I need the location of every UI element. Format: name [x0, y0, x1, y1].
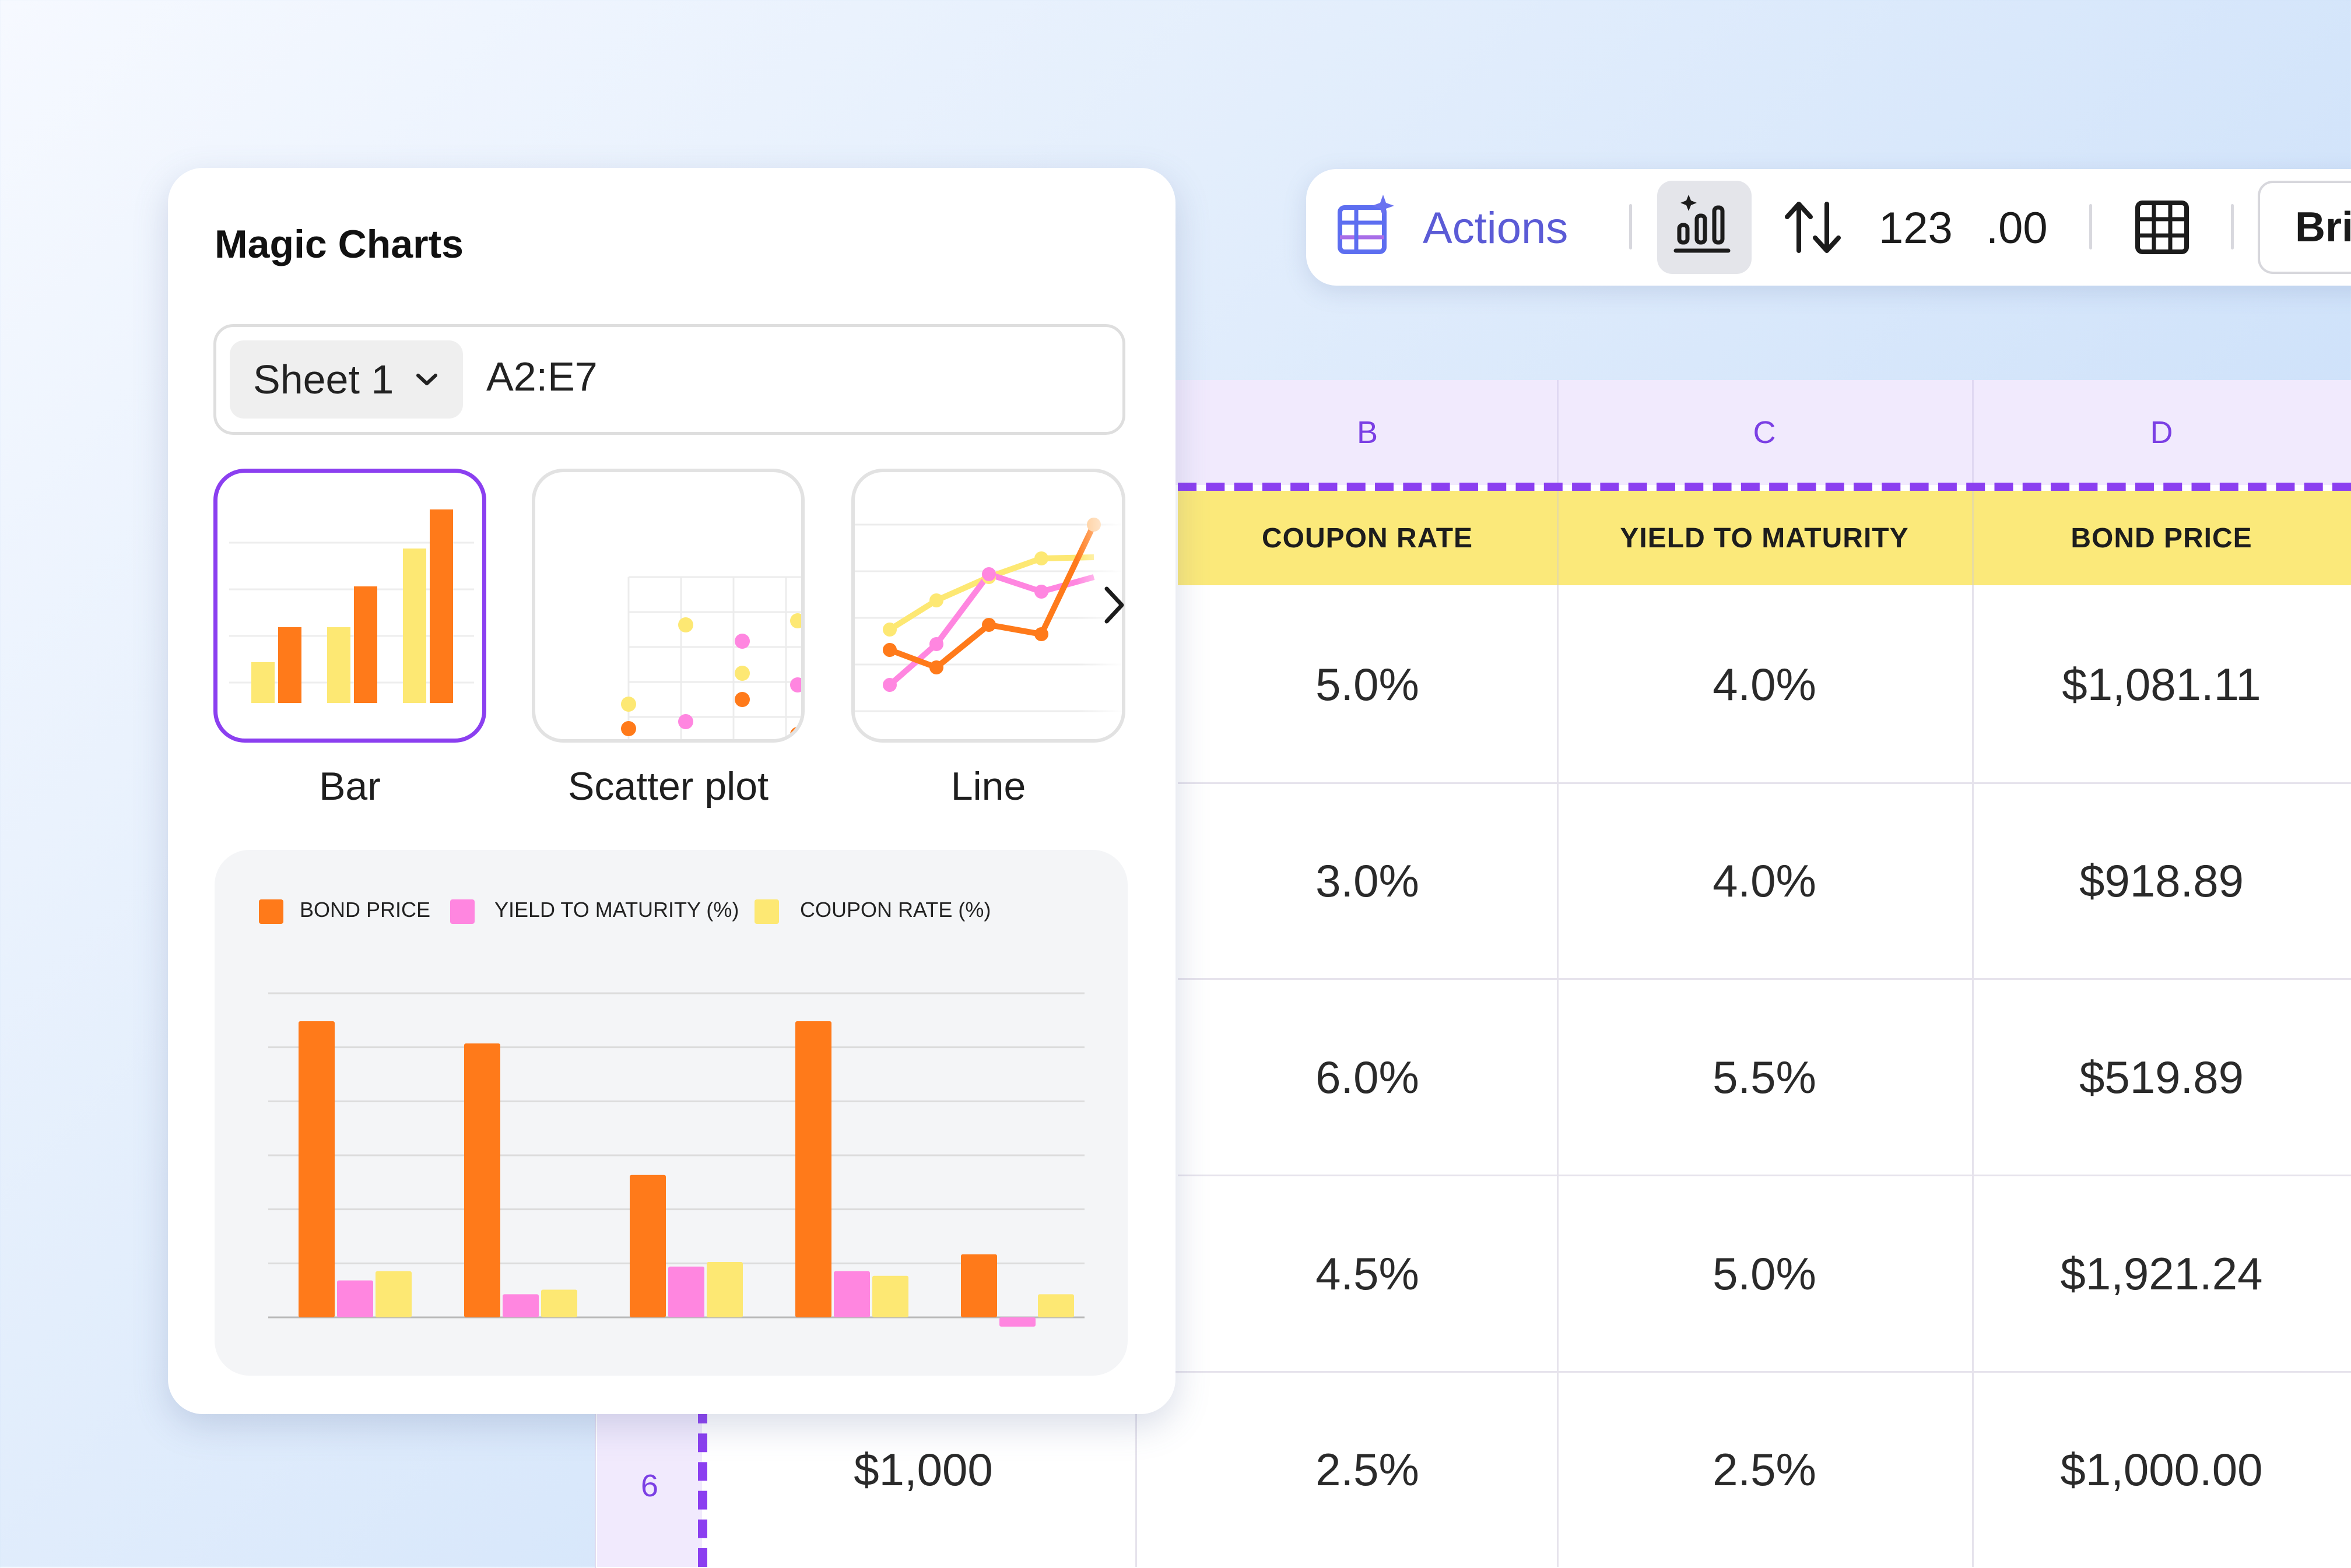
- chevron-down-icon: [416, 374, 438, 385]
- bar-yield-to-maturity-4: [834, 1271, 870, 1317]
- cell-yield[interactable]: 5.0%: [1713, 1247, 1816, 1299]
- row-number-column: [597, 1405, 702, 1567]
- font-name: Bri: [2295, 204, 2351, 251]
- grid-line: [1972, 585, 1974, 1567]
- legend-label: YIELD TO MATURITY (%): [494, 898, 739, 922]
- bar-coupon-rate-3: [707, 1262, 743, 1317]
- sparkle-chart-icon[interactable]: [1673, 192, 1738, 256]
- toolbar-separator: [1629, 204, 1632, 249]
- grid-line: [1178, 978, 2351, 980]
- chevron-right-icon[interactable]: [1096, 582, 1131, 628]
- cell-coupon[interactable]: 4.5%: [1315, 1247, 1419, 1299]
- grid-line: [1178, 1175, 2351, 1176]
- column-header-c[interactable]: C: [1557, 380, 1974, 485]
- bar-coupon-rate-2: [541, 1289, 577, 1317]
- table-grid-icon[interactable]: [2134, 199, 2190, 255]
- grid-line: [595, 1371, 2351, 1373]
- scatter-chart-thumbnail-icon: [621, 576, 801, 739]
- toolbar-separator: [2089, 204, 2092, 249]
- header-row: [1178, 491, 2351, 585]
- bar-coupon-rate-4: [872, 1275, 908, 1317]
- panel-title: Magic Charts: [215, 222, 464, 266]
- cell-coupon[interactable]: 3.0%: [1315, 855, 1419, 906]
- cell-face-value[interactable]: $1,000: [854, 1444, 993, 1495]
- cell-price[interactable]: $519.89: [2079, 1051, 2244, 1103]
- bar-bond-price-3: [630, 1175, 666, 1317]
- legend-swatch-bond-price: [259, 899, 283, 924]
- actions-button[interactable]: Actions: [1423, 203, 1568, 253]
- grid-line: [1135, 1405, 1137, 1567]
- sheet-select-value: Sheet 1: [253, 357, 394, 402]
- legend-swatch-coupon: [755, 899, 779, 924]
- line-chart-thumbnail-icon: [855, 472, 1122, 739]
- chart-type-scatter[interactable]: [532, 469, 805, 743]
- selection-border-left: [698, 1405, 707, 1567]
- bar-coupon-rate-5: [1038, 1294, 1074, 1317]
- cell-price[interactable]: $1,000.00: [2060, 1444, 2263, 1495]
- bar-yield-to-maturity-3: [668, 1266, 704, 1317]
- bar-chart-thumbnail-icon: [229, 509, 474, 703]
- chart-type-bar[interactable]: [213, 469, 486, 743]
- bar-bond-price-5: [961, 1254, 997, 1317]
- grid-line: [1557, 585, 1559, 1567]
- cell-coupon[interactable]: 6.0%: [1315, 1051, 1419, 1103]
- bar-yield-to-maturity-2: [503, 1294, 539, 1317]
- header-cell-bond-price[interactable]: BOND PRICE: [2071, 522, 2252, 554]
- chart-type-label: Bar: [319, 764, 381, 808]
- sheet-select[interactable]: Sheet 1: [230, 340, 463, 419]
- row-number-6[interactable]: 6: [640, 1468, 659, 1503]
- grid-line: [1178, 782, 2351, 784]
- number-format-button[interactable]: 123: [1879, 203, 1953, 253]
- cell-coupon[interactable]: 2.5%: [1315, 1444, 1419, 1495]
- legend-swatch-yield: [450, 899, 475, 924]
- cell-yield[interactable]: 5.5%: [1713, 1051, 1816, 1103]
- legend-label: BOND PRICE: [300, 898, 431, 922]
- header-cell-yield-to-maturity[interactable]: YIELD TO MATURITY: [1557, 491, 1974, 585]
- cell-yield[interactable]: 4.0%: [1713, 855, 1816, 906]
- selection-border-top: [1178, 483, 2351, 492]
- bond-bar-chart: [268, 992, 1085, 1327]
- bar-bond-price-1: [299, 1021, 335, 1317]
- magic-table-icon[interactable]: [1335, 192, 1399, 256]
- legend-label: COUPON RATE (%): [800, 898, 991, 922]
- chart-type-label: Line: [950, 764, 1026, 808]
- bar-yield-to-maturity-1: [337, 1280, 373, 1317]
- cell-price[interactable]: $1,921.24: [2060, 1247, 2263, 1299]
- range-input[interactable]: A2:E7: [486, 354, 598, 399]
- header-cell-coupon-rate[interactable]: COUPON RATE: [1178, 491, 1559, 585]
- chart-type-line[interactable]: [851, 469, 1125, 743]
- column-header-b[interactable]: B: [1178, 380, 1559, 485]
- cell-yield[interactable]: 2.5%: [1713, 1444, 1816, 1495]
- bar-bond-price-4: [795, 1021, 831, 1317]
- toolbar-separator: [2231, 204, 2234, 249]
- decimal-format-button[interactable]: .00: [1986, 203, 2048, 253]
- sort-icon[interactable]: [1781, 198, 1845, 256]
- chart-type-label: Scatter plot: [568, 764, 769, 808]
- bar-coupon-rate-1: [376, 1271, 412, 1317]
- bar-yield-to-maturity-5: [999, 1317, 1036, 1327]
- bar-bond-price-2: [464, 1043, 500, 1317]
- cell-yield[interactable]: 4.0%: [1713, 658, 1816, 710]
- cell-price[interactable]: $918.89: [2079, 855, 2244, 906]
- cell-coupon[interactable]: 5.0%: [1315, 658, 1419, 710]
- font-selector-button[interactable]: Bri: [2258, 181, 2351, 274]
- cell-price[interactable]: $1,081.11: [2062, 658, 2261, 710]
- column-header-d[interactable]: D: [2150, 415, 2173, 450]
